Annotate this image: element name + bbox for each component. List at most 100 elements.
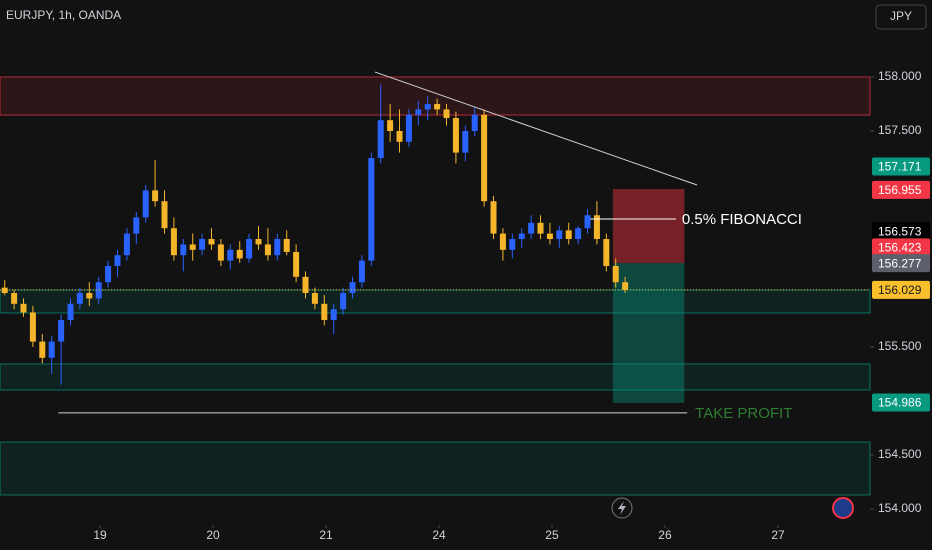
candle-body xyxy=(490,201,497,234)
tp-label: TAKE PROFIT xyxy=(695,405,792,422)
currency-button[interactable] xyxy=(875,4,927,30)
price-badge-label: 156.573 xyxy=(878,224,922,238)
price-badge-label: 156.029 xyxy=(878,283,922,297)
candle-body xyxy=(76,293,83,304)
candle-body xyxy=(29,312,36,342)
candle-body xyxy=(142,190,149,218)
price-badge-label: 156.277 xyxy=(878,256,922,270)
currency-label[interactable]: JPY xyxy=(890,9,912,23)
candle-body xyxy=(293,251,300,277)
y-tick-label: 154.500 xyxy=(878,447,922,461)
candle-body xyxy=(330,309,337,321)
x-tick-label: 24 xyxy=(432,528,446,542)
x-tick-label: 21 xyxy=(319,528,333,542)
price-badge-label: 157.171 xyxy=(878,160,922,174)
candle-body xyxy=(556,230,563,240)
candle-body xyxy=(546,233,553,240)
candle-body xyxy=(368,158,375,261)
candle-body xyxy=(452,118,459,153)
y-tick-label: 157.500 xyxy=(878,123,922,137)
candle-body xyxy=(537,222,544,234)
price-badge-label: 156.423 xyxy=(878,240,922,254)
candle-body xyxy=(48,341,55,358)
candle-body xyxy=(161,201,168,229)
symbol-title: EURJPY, 1h, OANDA xyxy=(6,8,121,22)
candle-body xyxy=(208,239,215,245)
candle-body xyxy=(593,215,600,240)
candle-body xyxy=(86,293,93,299)
stop-zone xyxy=(612,189,685,264)
price-badge xyxy=(872,393,930,412)
events-icon[interactable] xyxy=(832,497,854,519)
price-badge-label: 154.986 xyxy=(878,396,922,410)
candle-body xyxy=(180,244,187,256)
candle-body xyxy=(311,293,318,304)
zone xyxy=(0,363,871,391)
candle-body xyxy=(114,255,121,267)
candle-body xyxy=(358,260,365,283)
candle-body xyxy=(481,114,488,202)
candle-body xyxy=(189,244,196,250)
candle-body xyxy=(58,320,65,342)
replay-bolt xyxy=(618,501,626,515)
candle-body xyxy=(20,303,27,313)
y-tick-label: 154.000 xyxy=(878,501,922,515)
candle-body xyxy=(462,131,469,153)
candle-body xyxy=(471,114,478,132)
price-badge xyxy=(872,180,930,199)
y-tick-label: 155.500 xyxy=(878,339,922,353)
candle-body xyxy=(575,228,582,240)
trendline xyxy=(374,71,698,186)
candle-body xyxy=(302,276,309,294)
candle-body xyxy=(565,230,572,240)
candle-body xyxy=(170,228,177,256)
price-badge-label: 156.955 xyxy=(878,183,922,197)
candle-body xyxy=(377,120,384,159)
price-badge xyxy=(872,222,930,241)
candle-body xyxy=(1,287,8,294)
candle-body xyxy=(387,120,394,132)
candle-body xyxy=(11,293,18,304)
candle-body xyxy=(236,249,243,259)
candle-body xyxy=(612,266,619,283)
candle-body xyxy=(123,233,130,256)
candle-body xyxy=(603,239,610,267)
candle-body xyxy=(67,303,74,321)
candle-body xyxy=(518,233,525,240)
candle-body xyxy=(349,282,356,294)
candle-body xyxy=(499,233,506,250)
y-tick-label: 158.000 xyxy=(878,69,922,83)
x-tick-label: 20 xyxy=(206,528,220,542)
fib-label: 0.5% FIBONACCI xyxy=(682,211,802,228)
zone xyxy=(0,289,871,314)
candle-body xyxy=(584,215,591,229)
candle-body xyxy=(405,114,412,142)
candle-body xyxy=(95,282,102,299)
candle-body xyxy=(39,341,46,358)
candle-body xyxy=(509,239,516,250)
x-tick-label: 26 xyxy=(658,528,672,542)
candle-body xyxy=(246,239,253,259)
candle-body xyxy=(283,239,290,252)
candle-body xyxy=(396,131,403,142)
price-badge xyxy=(872,254,930,273)
candle-body xyxy=(152,190,159,202)
x-tick-label: 25 xyxy=(545,528,559,542)
candle-body xyxy=(424,104,431,110)
candle-body xyxy=(274,239,281,256)
plot: 154.000 154.500 155.500 157.500 158.000 19 20 2… xyxy=(0,69,930,542)
zone xyxy=(0,441,871,496)
candle-body xyxy=(528,222,535,234)
x-tick-label: 19 xyxy=(93,528,107,542)
price-badge xyxy=(872,280,930,299)
candle-body xyxy=(321,303,328,321)
candle-body xyxy=(255,239,262,245)
candle-body xyxy=(217,244,224,261)
replay-icon[interactable] xyxy=(611,497,633,519)
candle-body xyxy=(199,239,206,250)
candle-body xyxy=(415,109,422,115)
candle-body xyxy=(340,293,347,310)
candle-body xyxy=(264,244,271,256)
